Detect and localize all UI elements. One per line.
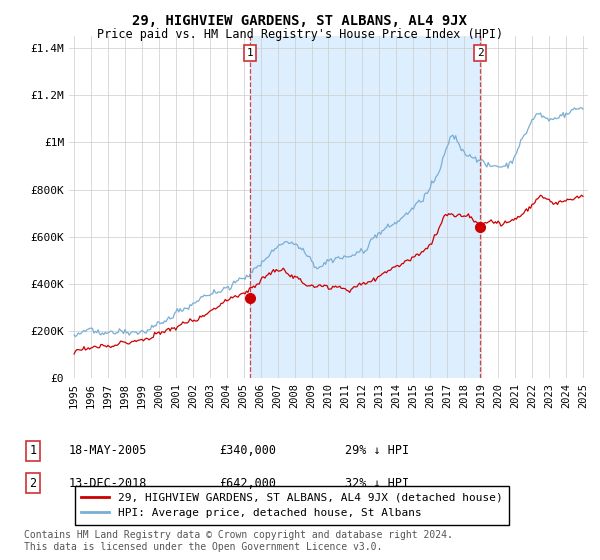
Text: 13-DEC-2018: 13-DEC-2018 bbox=[69, 477, 148, 490]
Text: 29, HIGHVIEW GARDENS, ST ALBANS, AL4 9JX: 29, HIGHVIEW GARDENS, ST ALBANS, AL4 9JX bbox=[133, 14, 467, 28]
Text: Contains HM Land Registry data © Crown copyright and database right 2024.
This d: Contains HM Land Registry data © Crown c… bbox=[24, 530, 453, 552]
Text: 29% ↓ HPI: 29% ↓ HPI bbox=[345, 444, 409, 458]
Text: Price paid vs. HM Land Registry's House Price Index (HPI): Price paid vs. HM Land Registry's House … bbox=[97, 28, 503, 41]
Text: 18-MAY-2005: 18-MAY-2005 bbox=[69, 444, 148, 458]
Bar bbox=[250, 36, 480, 378]
Legend: 29, HIGHVIEW GARDENS, ST ALBANS, AL4 9JX (detached house), HPI: Average price, d: 29, HIGHVIEW GARDENS, ST ALBANS, AL4 9JX… bbox=[74, 486, 509, 525]
Text: 2: 2 bbox=[477, 48, 484, 58]
Text: £642,000: £642,000 bbox=[219, 477, 276, 490]
Text: 1: 1 bbox=[29, 444, 37, 458]
Text: 2: 2 bbox=[29, 477, 37, 490]
Text: £340,000: £340,000 bbox=[219, 444, 276, 458]
Text: 32% ↓ HPI: 32% ↓ HPI bbox=[345, 477, 409, 490]
Text: 1: 1 bbox=[247, 48, 253, 58]
